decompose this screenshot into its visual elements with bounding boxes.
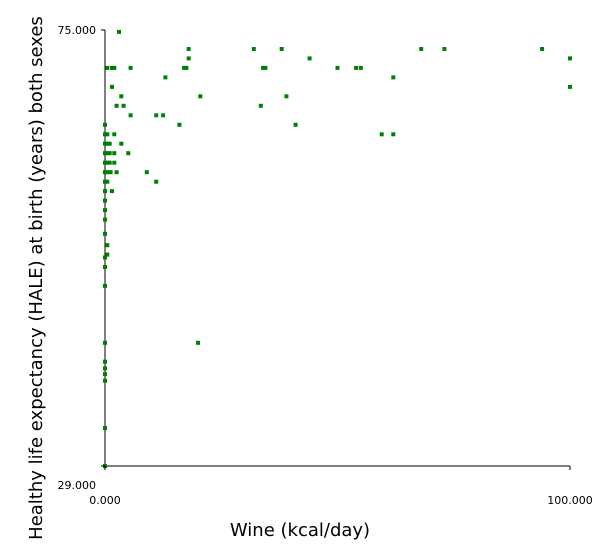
- scatter-point: [103, 141, 107, 146]
- scatter-point: [105, 170, 110, 175]
- scatter-point: [108, 170, 113, 175]
- scatter-point: [103, 283, 107, 288]
- scatter-point: [103, 255, 107, 260]
- scatter-point: [103, 122, 107, 127]
- scatter-point: [568, 56, 572, 61]
- scatter-point: [128, 65, 133, 70]
- scatter-point: [103, 179, 107, 184]
- scatter-point: [284, 94, 289, 99]
- scatter-point: [110, 65, 114, 70]
- scatter-point: [184, 65, 189, 70]
- scatter-point: [263, 65, 268, 70]
- scatter-point: [177, 122, 182, 127]
- scatter-point: [196, 340, 200, 345]
- scatter-point: [103, 160, 107, 165]
- scatter-point: [354, 65, 359, 70]
- scatter-point: [126, 151, 131, 156]
- scatter-point: [112, 151, 117, 156]
- scatter-point: [391, 75, 396, 80]
- scatter-point: [379, 132, 384, 137]
- scatter-point: [103, 378, 107, 383]
- scatter-point: [105, 243, 110, 248]
- scatter-point: [110, 84, 114, 89]
- scatter-point: [121, 103, 126, 108]
- scatter-point: [112, 65, 117, 70]
- scatter-point: [105, 151, 110, 156]
- scatter-point: [358, 65, 363, 70]
- scatter-point: [103, 151, 107, 156]
- scatter-point: [568, 84, 572, 89]
- scatter-point: [186, 56, 191, 61]
- scatter-point: [261, 65, 266, 70]
- y-axis-label: Healthy life expectancy (HALE) at birth …: [26, 16, 47, 540]
- scatter-point: [107, 151, 112, 156]
- scatter-point: [103, 132, 107, 137]
- scatter-point: [251, 47, 256, 51]
- x-tick-label-max: 100.000: [547, 494, 593, 507]
- scatter-point: [112, 160, 117, 165]
- y-tick-label-min: 29.000: [58, 479, 97, 492]
- scatter-point: [186, 47, 191, 51]
- scatter-point: [144, 170, 149, 175]
- scatter-point: [105, 179, 110, 184]
- scatter-point: [103, 231, 107, 236]
- scatter-point: [103, 426, 107, 431]
- scatter-point: [163, 75, 168, 80]
- scatter-point: [114, 170, 119, 175]
- scatter-point: [103, 359, 107, 364]
- scatter-point: [105, 252, 110, 257]
- scatter-point: [161, 113, 166, 118]
- scatter-point: [107, 141, 112, 146]
- scatter-point: [391, 132, 396, 137]
- scatter-point: [110, 189, 114, 194]
- scatter-point: [119, 94, 124, 99]
- scatter-point: [307, 56, 312, 61]
- scatter-point: [182, 65, 187, 70]
- scatter-point: [198, 94, 203, 99]
- scatter-point: [335, 65, 340, 70]
- scatter-point: [419, 47, 424, 51]
- scatter-point: [117, 29, 121, 34]
- scatter-point: [258, 103, 263, 108]
- scatter-point: [105, 141, 110, 146]
- x-tick-label-min: 0.000: [89, 494, 121, 507]
- scatter-point: [540, 47, 545, 51]
- scatter-point: [279, 47, 284, 51]
- scatter-point: [103, 366, 107, 371]
- scatter-point: [128, 113, 133, 118]
- scatter-point: [103, 198, 107, 203]
- scatter-point: [154, 179, 159, 184]
- scatter-point: [103, 340, 107, 345]
- scatter-point: [154, 113, 159, 118]
- scatter-point: [119, 141, 124, 146]
- scatter-point: [103, 189, 107, 194]
- scatter-point: [103, 208, 107, 213]
- scatter-point: [105, 65, 110, 70]
- y-tick-label-max: 75.000: [58, 24, 97, 37]
- ticks: [101, 29, 571, 470]
- scatter-point: [103, 170, 107, 175]
- scatter-point: [105, 160, 110, 165]
- scatter-point: [293, 122, 298, 127]
- scatter-point: [442, 47, 447, 51]
- x-axis-label: Wine (kcal/day): [230, 520, 370, 541]
- scatter-point: [107, 160, 112, 165]
- plot-area: [103, 29, 572, 468]
- scatter-point: [112, 132, 117, 137]
- scatter-point: [103, 217, 107, 222]
- scatter-point: [114, 103, 119, 108]
- scatter-point: [105, 132, 110, 137]
- points-layer: [103, 29, 572, 468]
- scatter-point: [103, 372, 107, 377]
- scatter-point: [103, 265, 107, 269]
